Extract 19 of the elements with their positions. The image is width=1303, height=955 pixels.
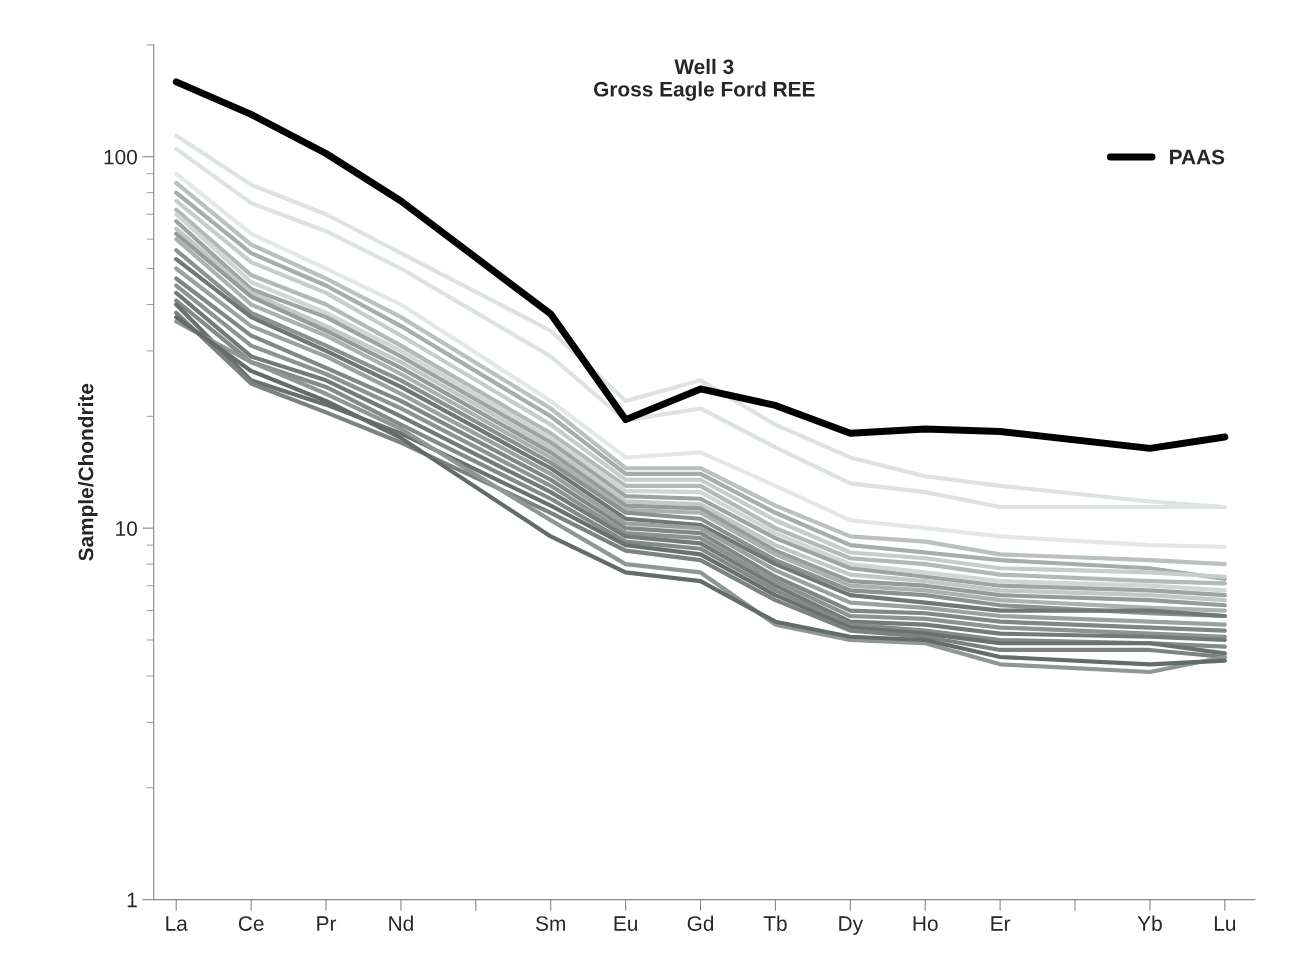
x-tick-label: Gd (687, 915, 714, 931)
x-tick-label: Tb (763, 915, 787, 931)
y-tick-label: 100 (104, 149, 137, 165)
x-tick-label: Yb (1137, 915, 1162, 931)
x-tick-label: Eu (614, 916, 637, 931)
x-tick-label: La (166, 916, 188, 931)
x-tick-label: Ce (238, 916, 264, 931)
text: Well 3 Gross Eagle Ford REE (593, 58, 815, 101)
legend-label: PAAS (1170, 149, 1225, 165)
x-tick-label: Lu (1214, 916, 1236, 931)
y-tick-label: 1 (127, 892, 137, 908)
x-tick-label: Dy (839, 916, 864, 935)
x-tick-label: Er (991, 916, 1011, 931)
x-tick-label: Nd (389, 915, 413, 931)
x-tick-label: Ho (913, 916, 938, 931)
x-tick-label: Sm (536, 916, 565, 931)
x-tick-label: Pr (317, 916, 337, 931)
y-axis-title: Sample/Chondrite (78, 383, 98, 561)
y-tick-label: 10 (116, 521, 137, 536)
